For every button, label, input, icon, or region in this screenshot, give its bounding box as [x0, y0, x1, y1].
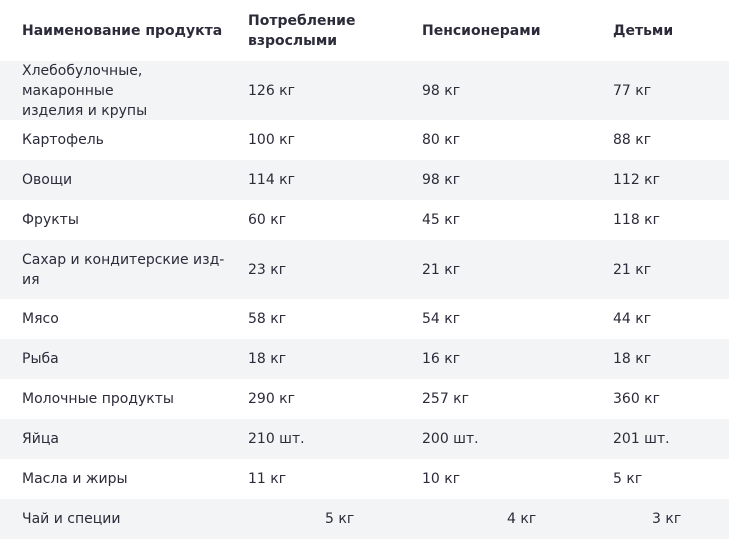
header-children: Детьми — [613, 22, 674, 39]
header-adults: Потребление взрослыми — [248, 0, 398, 61]
product-name-line1: Хлебобулочные, макаронные — [22, 62, 143, 99]
adults-value: 23 кг — [248, 261, 287, 278]
adults-value: 5 кг — [325, 511, 355, 527]
product-name: Мясо — [22, 311, 59, 327]
children-value: 118 кг — [613, 212, 660, 228]
product-name: Хлебобулочные, макаронные изделия и круп… — [22, 61, 232, 120]
pensioners-value: 10 кг — [422, 471, 461, 487]
header-adults-line2: взрослыми — [248, 32, 338, 49]
adults-value: 60 кг — [248, 212, 287, 228]
product-name: Молочные продукты — [22, 391, 174, 407]
table-row: Картофель 100 кг 80 кг 88 кг — [0, 120, 729, 160]
adults-value: 210 шт. — [248, 431, 305, 447]
table-row: Молочные продукты 290 кг 257 кг 360 кг — [0, 379, 729, 419]
children-value: 44 кг — [613, 311, 652, 327]
adults-value: 18 кг — [248, 351, 287, 367]
table-row: Хлебобулочные, макаронные изделия и круп… — [0, 61, 729, 120]
children-value: 18 кг — [613, 351, 652, 367]
pensioners-value: 200 шт. — [422, 431, 479, 447]
adults-value: 126 кг — [248, 82, 295, 99]
header-pensioners: Пенсионерами — [422, 22, 541, 39]
table-row: Чай и специи 5 кг 4 кг 3 кг — [0, 499, 729, 539]
header-product-name: Наименование продукта — [22, 22, 223, 39]
product-name: Яйца — [22, 431, 59, 447]
header-adults-line1: Потребление — [248, 12, 356, 29]
pensioners-value: 16 кг — [422, 351, 461, 367]
product-name: Рыба — [22, 351, 59, 367]
product-name-line1: Сахар и кондитерские изд- — [22, 251, 225, 268]
table-row: Мясо 58 кг 54 кг 44 кг — [0, 299, 729, 339]
pensioners-value: 4 кг — [507, 511, 537, 527]
pensioners-value: 21 кг — [422, 261, 461, 278]
children-value: 112 кг — [613, 172, 660, 188]
table-row: Яйца 210 шт. 200 шт. 201 шт. — [0, 419, 729, 459]
table-row: Сахар и кондитерские изд- ия 23 кг 21 кг… — [0, 240, 729, 299]
pensioners-value: 80 кг — [422, 132, 461, 148]
adults-value: 11 кг — [248, 471, 287, 487]
adults-value: 58 кг — [248, 311, 287, 327]
children-value: 88 кг — [613, 132, 652, 148]
table-row: Овощи 114 кг 98 кг 112 кг — [0, 160, 729, 200]
children-value: 77 кг — [613, 82, 652, 99]
table-row: Фрукты 60 кг 45 кг 118 кг — [0, 200, 729, 240]
pensioners-value: 45 кг — [422, 212, 461, 228]
product-name: Чай и специи — [22, 511, 121, 527]
pensioners-value: 54 кг — [422, 311, 461, 327]
product-name-line2: ия — [22, 271, 40, 288]
adults-value: 290 кг — [248, 391, 295, 407]
product-name: Фрукты — [22, 212, 79, 228]
children-value: 21 кг — [613, 261, 652, 278]
children-value: 3 кг — [652, 511, 682, 527]
product-name: Сахар и кондитерские изд- ия — [22, 240, 232, 299]
table-row: Рыба 18 кг 16 кг 18 кг — [0, 339, 729, 379]
product-name: Масла и жиры — [22, 471, 128, 487]
adults-value: 114 кг — [248, 172, 295, 188]
children-value: 360 кг — [613, 391, 660, 407]
product-name: Картофель — [22, 132, 104, 148]
table-row: Масла и жиры 11 кг 10 кг 5 кг — [0, 459, 729, 499]
product-name-line2: изделия и крупы — [22, 102, 148, 119]
product-name: Овощи — [22, 172, 73, 188]
adults-value: 100 кг — [248, 132, 295, 148]
children-value: 201 шт. — [613, 431, 670, 447]
children-value: 5 кг — [613, 471, 643, 487]
pensioners-value: 257 кг — [422, 391, 469, 407]
table-header: Наименование продукта Потребление взросл… — [0, 0, 729, 61]
pensioners-value: 98 кг — [422, 82, 461, 99]
pensioners-value: 98 кг — [422, 172, 461, 188]
